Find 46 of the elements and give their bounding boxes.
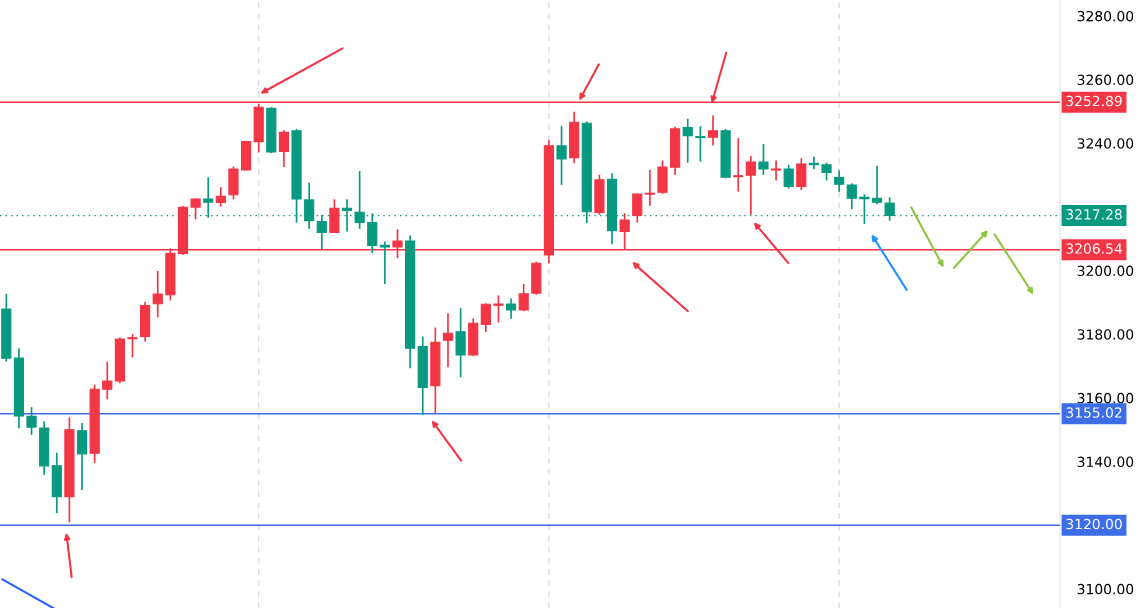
candlestick <box>834 169 845 193</box>
candlestick <box>304 181 315 230</box>
candlestick <box>770 159 782 182</box>
candlestick <box>859 193 870 225</box>
candlestick <box>102 360 113 401</box>
candlestick <box>783 164 794 190</box>
candlestick <box>379 240 390 285</box>
ref-line-label: 3252.89 <box>1066 95 1122 107</box>
ref-line-label: 3217.28 <box>1066 209 1122 220</box>
candlestick <box>505 297 517 320</box>
candlestick <box>733 137 744 193</box>
candlestick <box>354 170 365 230</box>
candlestick <box>682 117 693 164</box>
y-tick-label: 3200.00 <box>1077 265 1134 277</box>
candlestick <box>152 270 163 319</box>
candlestick <box>26 406 37 436</box>
candlestick <box>493 294 504 324</box>
ref-line-label: 3155.02 <box>1066 407 1122 418</box>
candlestick <box>871 165 883 206</box>
candlestick <box>632 192 643 224</box>
candlestick <box>846 182 857 210</box>
y-tick-label: 3260.00 <box>1077 74 1134 86</box>
y-tick-label: 3140.00 <box>1077 456 1134 468</box>
candlestick <box>556 125 567 186</box>
candlestick <box>215 186 226 208</box>
candlestick <box>127 333 138 359</box>
candlestick <box>796 157 807 191</box>
y-tick-label: 3240.00 <box>1077 138 1134 149</box>
candlestick <box>644 169 655 207</box>
y-tick-label: 3280.00 <box>1077 10 1134 22</box>
y-tick-label: 3160.00 <box>1077 392 1134 404</box>
candlestick <box>455 307 466 379</box>
candlestick <box>278 129 290 168</box>
y-tick-label: 3100.00 <box>1077 583 1134 595</box>
candlestick <box>518 283 529 312</box>
candlestick <box>442 312 454 369</box>
candlestick <box>190 197 201 221</box>
candlestick <box>76 422 88 491</box>
candlestick <box>745 155 756 216</box>
candlestick <box>707 114 719 147</box>
ref-line-label: 3206.54 <box>1066 243 1122 254</box>
y-tick-label: 3180.00 <box>1077 329 1134 340</box>
candlestick <box>695 125 706 163</box>
candlestick <box>480 302 491 333</box>
candlestick <box>758 143 769 176</box>
ref-line-label: 3120.00 <box>1066 518 1122 530</box>
